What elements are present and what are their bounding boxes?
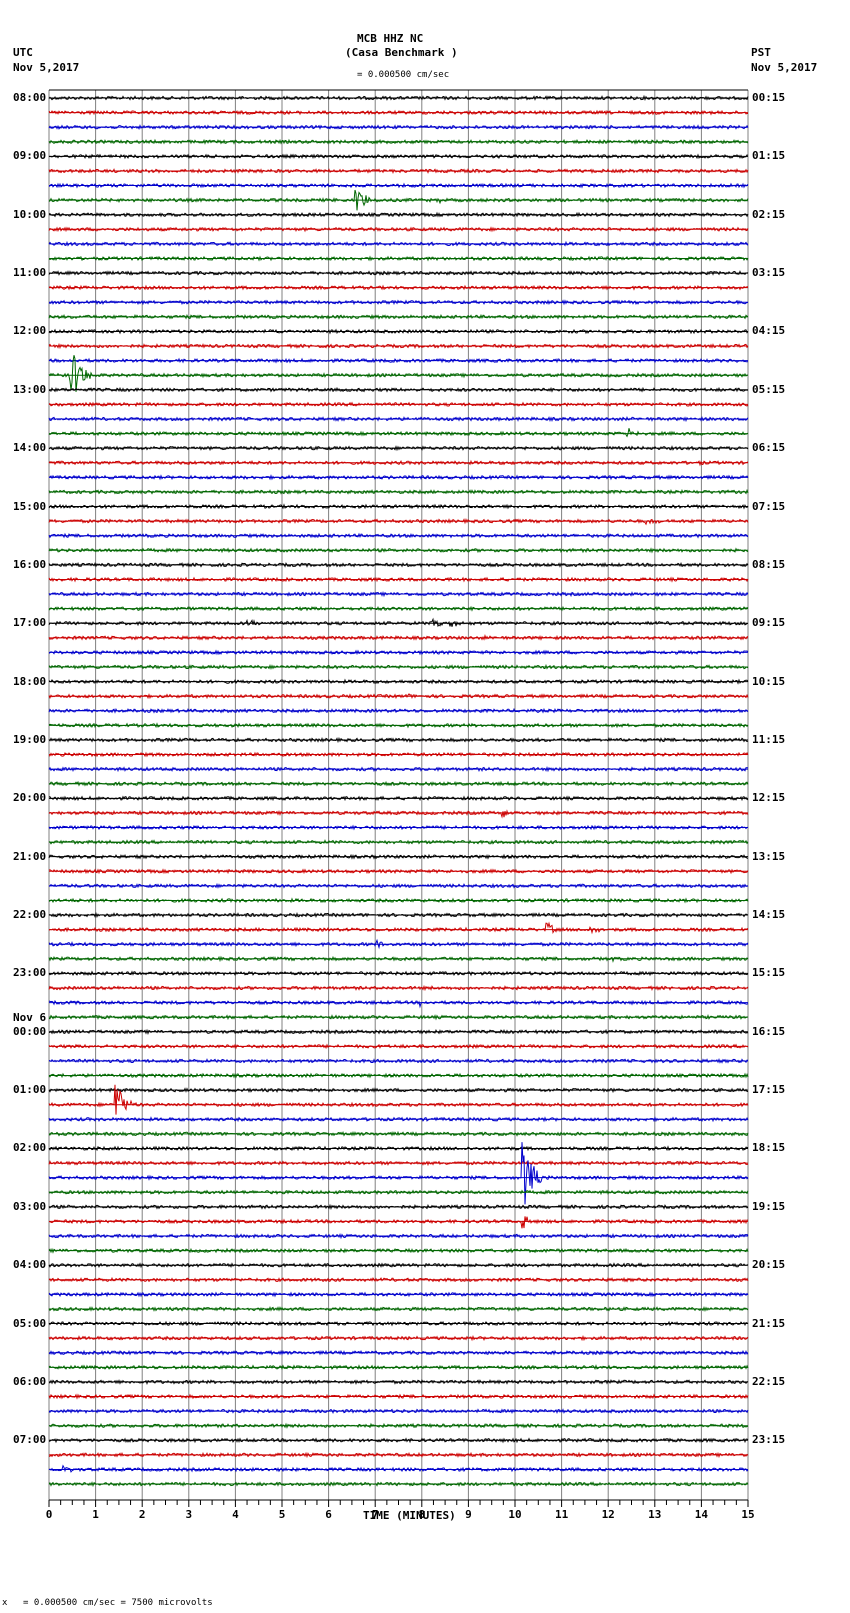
x-axis-title: TIME (MINUTES) bbox=[363, 1509, 456, 1522]
x-tick-label: 12 bbox=[601, 1508, 615, 1521]
site-title: (Casa Benchmark ) bbox=[345, 46, 458, 59]
station-title: MCB HHZ NC bbox=[357, 32, 424, 45]
right-hour-label: 07:15 bbox=[752, 499, 786, 513]
left-hour-label: 15:00 bbox=[13, 499, 47, 513]
left-hour-label: 14:00 bbox=[13, 441, 47, 455]
x-tick-label: 10 bbox=[508, 1508, 522, 1521]
right-hour-label: 09:15 bbox=[752, 616, 786, 630]
right-hour-label: 14:15 bbox=[752, 908, 786, 922]
left-hour-label: 19:00 bbox=[13, 732, 47, 746]
x-tick-label: 6 bbox=[325, 1508, 332, 1521]
right-timezone: PST bbox=[751, 46, 771, 59]
left-hour-label: 02:00 bbox=[13, 1141, 47, 1155]
left-hour-label: 22:00 bbox=[13, 908, 47, 922]
left-hour-label: 08:00 bbox=[13, 91, 47, 104]
left-hour-label: 09:00 bbox=[13, 149, 47, 163]
scale-label: = 0.000500 cm/sec bbox=[357, 70, 450, 80]
right-hour-label: 19:15 bbox=[752, 1199, 786, 1213]
left-hour-label: 16:00 bbox=[13, 557, 47, 571]
footer-marker: x bbox=[2, 1598, 8, 1608]
right-date: Nov 5,2017 bbox=[751, 61, 818, 74]
right-hour-label: 11:15 bbox=[752, 732, 786, 746]
x-tick-label: 15 bbox=[741, 1508, 755, 1521]
right-hour-label: 20:15 bbox=[752, 1258, 786, 1272]
right-hour-label: 12:15 bbox=[752, 791, 786, 805]
right-hour-label: 04:15 bbox=[752, 324, 786, 338]
left-hour-label: 11:00 bbox=[13, 266, 47, 280]
right-hour-label: 17:15 bbox=[752, 1083, 786, 1097]
x-tick-label: 5 bbox=[278, 1508, 286, 1521]
x-tick-label: 7 bbox=[371, 1508, 379, 1521]
left-hour-label: 00:00 bbox=[13, 1024, 47, 1038]
footer-scale-note: = 0.000500 cm/sec = 7500 microvolts bbox=[23, 1598, 213, 1608]
left-hour-label: 06:00 bbox=[13, 1374, 47, 1388]
left-timezone: UTC bbox=[13, 46, 33, 59]
right-hour-label: 06:15 bbox=[752, 441, 786, 455]
x-tick-label: 3 bbox=[185, 1508, 193, 1521]
left-hour-label: 03:00 bbox=[13, 1199, 47, 1213]
right-hour-label: 22:15 bbox=[752, 1374, 786, 1388]
right-hour-label: 15:15 bbox=[752, 966, 786, 980]
x-tick-label: 2 bbox=[138, 1508, 146, 1521]
x-tick-label: 1 bbox=[92, 1508, 99, 1521]
right-hour-label: 03:15 bbox=[752, 266, 786, 280]
right-hour-label: 18:15 bbox=[752, 1141, 786, 1155]
x-tick-label: 8 bbox=[418, 1508, 426, 1521]
left-hour-label: 01:00 bbox=[13, 1083, 47, 1097]
left-date: Nov 5,2017 bbox=[13, 61, 80, 74]
x-tick-label: 11 bbox=[554, 1508, 569, 1521]
right-hour-label: 16:15 bbox=[752, 1024, 786, 1038]
right-hour-label: 10:15 bbox=[752, 674, 786, 688]
right-hour-label: 02:15 bbox=[752, 207, 786, 221]
right-hour-label: 00:15 bbox=[752, 91, 786, 104]
left-hour-label: 18:00 bbox=[13, 674, 47, 688]
left-hour-label: 20:00 bbox=[13, 791, 47, 805]
x-tick-label: 14 bbox=[694, 1508, 709, 1521]
right-hour-label: 21:15 bbox=[752, 1316, 786, 1330]
right-hour-label: 01:15 bbox=[752, 149, 786, 163]
x-tick-label: 0 bbox=[45, 1508, 53, 1521]
right-hour-label: 13:15 bbox=[752, 849, 786, 863]
right-hour-label: 23:15 bbox=[752, 1433, 786, 1447]
x-tick-label: 13 bbox=[648, 1508, 662, 1521]
x-tick-label: 4 bbox=[232, 1508, 239, 1521]
left-hour-label: 04:00 bbox=[13, 1258, 47, 1272]
left-hour-label: 12:00 bbox=[13, 324, 47, 338]
right-hour-label: 08:15 bbox=[752, 557, 786, 571]
right-hour-label: 05:15 bbox=[752, 382, 786, 396]
left-hour-label: 17:00 bbox=[13, 616, 47, 630]
left-hour-label: 07:00 bbox=[13, 1433, 47, 1447]
left-hour-label: 23:00 bbox=[13, 966, 47, 980]
left-hour-label: 05:00 bbox=[13, 1316, 47, 1330]
left-hour-label: 10:00 bbox=[13, 207, 47, 221]
left-hour-label: 13:00 bbox=[13, 382, 47, 396]
date-change-label: Nov 6 bbox=[13, 1010, 47, 1024]
left-hour-label: 21:00 bbox=[13, 849, 47, 863]
x-tick-label: 9 bbox=[465, 1508, 472, 1521]
